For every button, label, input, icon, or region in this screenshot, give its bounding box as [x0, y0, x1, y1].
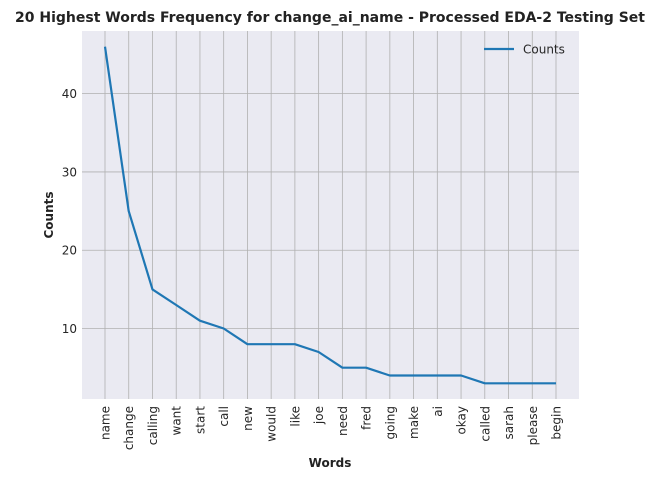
x-tick-label: going [383, 406, 397, 440]
x-tick-label: please [526, 406, 540, 445]
x-tick-label: called [478, 406, 492, 442]
x-tick-label: name [99, 406, 113, 440]
x-tick-label: need [336, 406, 350, 436]
y-axis-label: Counts [42, 191, 56, 238]
x-tick-label: joe [312, 406, 326, 425]
x-tick-label: fred [360, 406, 374, 430]
x-tick-label: ai [431, 406, 445, 417]
plot-area [82, 31, 579, 399]
y-tick-labels: 10 20 30 40 [62, 87, 77, 336]
x-tick-label: want [170, 406, 184, 436]
x-tick-labels: name change calling want start call new would li… [99, 406, 564, 450]
series-line-counts [103, 46, 556, 385]
legend: Counts [484, 43, 565, 57]
y-tick-label: 20 [62, 244, 77, 258]
x-tick-label: begin [550, 406, 564, 440]
x-tick-label: would [265, 406, 279, 442]
x-tick-label: new [241, 406, 255, 431]
x-tick-label: okay [455, 406, 469, 435]
y-tick-label: 40 [62, 87, 77, 101]
x-tick-label: change [122, 406, 136, 450]
x-tick-label: like [288, 406, 302, 427]
grid-lines [82, 31, 579, 399]
y-tick-label: 30 [62, 165, 77, 179]
x-tick-label: call [217, 406, 231, 427]
x-tick-label: calling [146, 406, 160, 445]
x-tick-label: sarah [502, 406, 516, 440]
y-tick-label: 10 [62, 322, 77, 336]
x-tick-label: start [193, 406, 207, 434]
x-tick-label: make [407, 406, 421, 439]
chart-title: 20 Highest Words Frequency for change_ai… [15, 10, 645, 26]
legend-label-counts: Counts [523, 43, 565, 57]
x-axis-label: Words [309, 456, 352, 470]
